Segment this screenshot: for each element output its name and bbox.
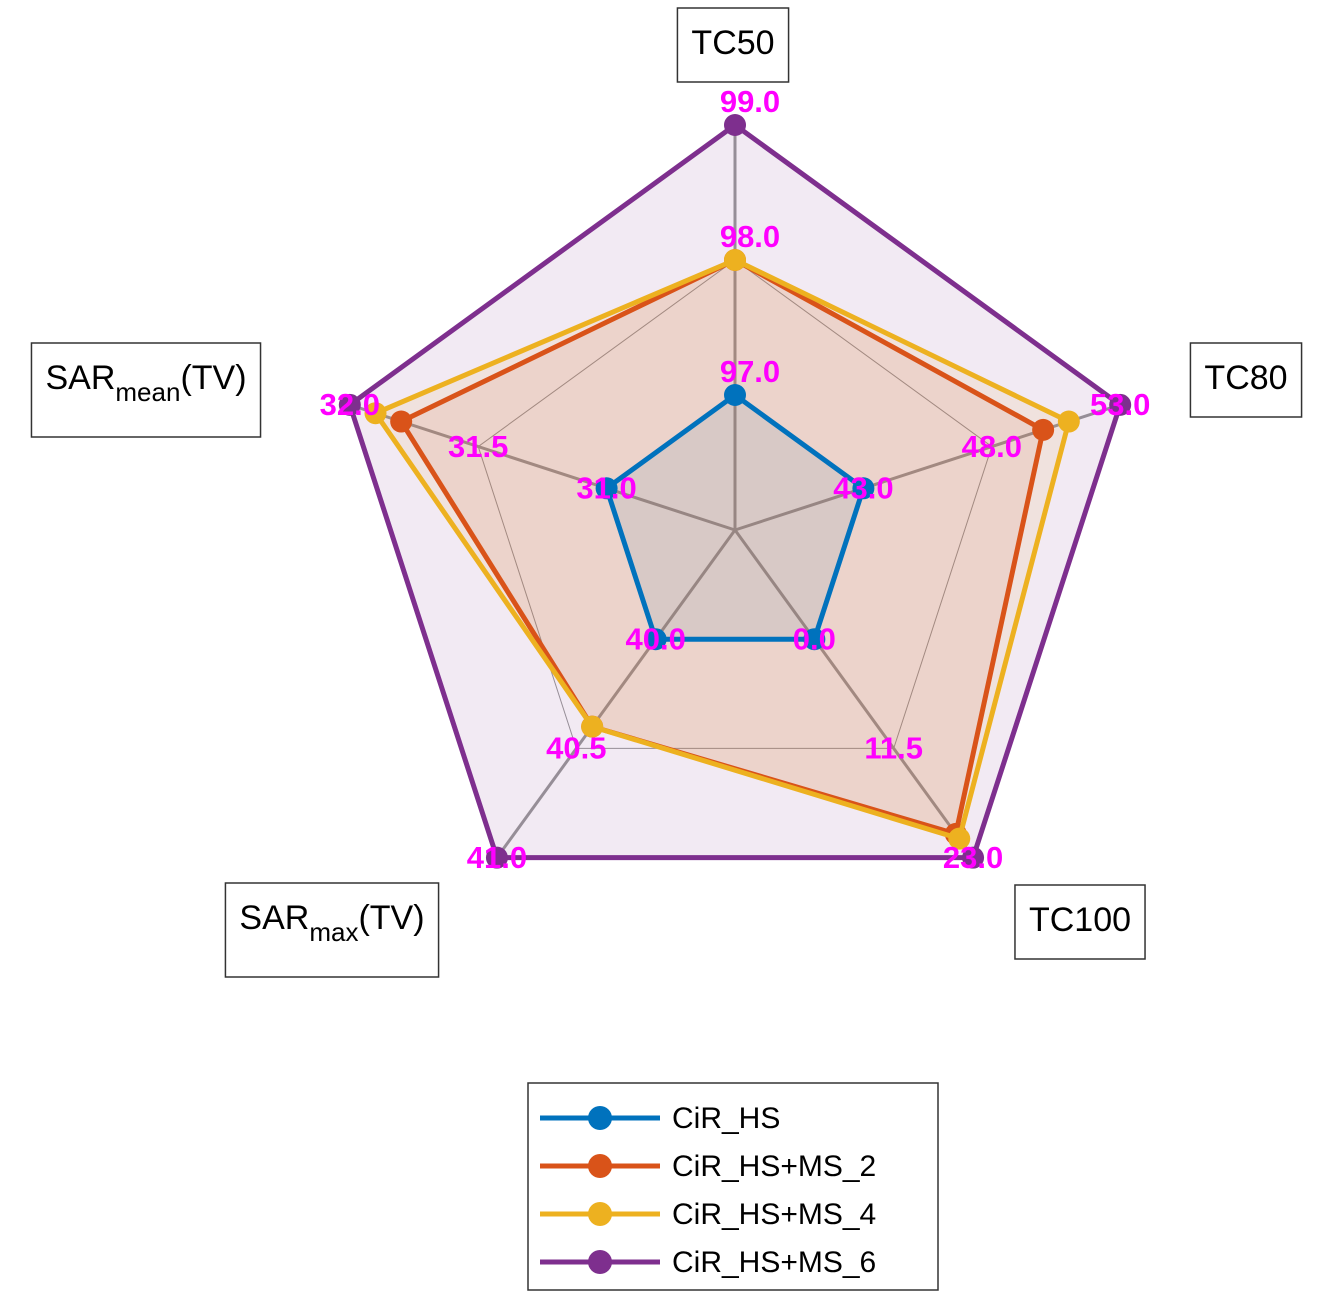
tick-label: 48.0	[962, 429, 1022, 464]
axis-label-part: TC50	[691, 24, 774, 62]
series-marker	[962, 846, 985, 869]
tick-label: 43.0	[833, 470, 893, 505]
axis-label-text: SARmean(TV)	[45, 359, 246, 407]
series-marker	[724, 249, 746, 271]
tick-label: 40.0	[625, 621, 685, 656]
axis-label-text: TC80	[1204, 359, 1287, 397]
spoke	[733, 529, 975, 859]
axis-label-subscript: mean	[115, 377, 180, 407]
axis-label-part: (TV)	[358, 899, 424, 937]
series-line	[604, 392, 866, 642]
axis-label-part: (TV)	[180, 359, 246, 397]
axis-label-part: SAR	[239, 899, 309, 937]
series-marker	[390, 410, 413, 433]
spoke	[495, 529, 737, 859]
tick-label: 99.0	[720, 84, 780, 119]
tick-label: 32.0	[320, 387, 380, 422]
series-marker	[581, 715, 604, 738]
series-area	[401, 260, 1044, 834]
axis-label: TC50	[676, 7, 790, 83]
series-line	[347, 122, 1123, 861]
axis-label-part: SAR	[45, 359, 115, 397]
axis-label-box	[676, 7, 790, 83]
axis-label-part: TC80	[1204, 359, 1287, 397]
series-marker	[338, 393, 361, 416]
tick-label: 31.5	[448, 429, 508, 464]
series-marker	[1057, 410, 1080, 433]
spoke	[734, 403, 1121, 532]
tick-label: 11.5	[864, 731, 923, 766]
axis-label: SARmean(TV)	[30, 342, 262, 438]
legend-marker	[588, 1106, 612, 1130]
series-marker	[1109, 393, 1132, 416]
legend-marker	[588, 1202, 612, 1226]
tick-label: 53.0	[1090, 387, 1150, 422]
axis-label: TC80	[1189, 342, 1303, 418]
series-area	[606, 395, 864, 640]
tick-label: 97.0	[720, 354, 780, 389]
series-marker	[595, 477, 618, 500]
axis-label-box	[30, 342, 262, 438]
tick-label: 41.0	[467, 840, 527, 875]
axis-label-box	[224, 882, 440, 978]
legend-marker	[588, 1154, 612, 1178]
axis-label-box	[1014, 884, 1146, 960]
axis-label-subscript: max	[309, 917, 358, 947]
series-area	[375, 260, 1069, 839]
tick-label: 0.0	[793, 621, 836, 656]
axis-label-text: TC50	[691, 24, 774, 62]
axis-label-text: TC100	[1029, 901, 1131, 939]
axis-label: SARmax(TV)	[224, 882, 440, 978]
tick-label: 31.0	[576, 470, 636, 505]
series-marker	[724, 384, 746, 406]
legend: CiR_HS CiR_HS+MS_2 CiR_HS+MS_4 CiR_HS+MS_6	[527, 1082, 939, 1291]
legend-label: CiR_HS+MS_4	[672, 1198, 876, 1231]
grid-ring	[477, 259, 993, 749]
legend-label: CiR_HS+MS_6	[672, 1246, 876, 1279]
series-marker	[852, 477, 875, 500]
tick-label: 40.5	[546, 731, 606, 766]
series-line	[373, 257, 1072, 842]
series-marker	[644, 628, 667, 651]
legend-marker	[588, 1250, 612, 1274]
series-area	[349, 125, 1121, 858]
axis-label: TC100	[1014, 884, 1146, 960]
series-marker	[485, 846, 508, 869]
legend-label: CiR_HS	[672, 1102, 780, 1135]
tick-label: 98.0	[720, 219, 780, 254]
axis-label-box	[1189, 342, 1303, 418]
series-marker	[724, 114, 746, 136]
axis-label-part: TC100	[1029, 901, 1131, 939]
series-marker	[364, 402, 387, 425]
spoke	[349, 403, 736, 532]
legend-label: CiR_HS+MS_2	[672, 1150, 876, 1183]
axis-label-text: SARmax(TV)	[239, 899, 424, 947]
series-marker	[948, 827, 971, 850]
series-marker	[1032, 418, 1055, 441]
tick-label: 23.0	[943, 840, 1003, 875]
series-marker	[803, 628, 826, 651]
